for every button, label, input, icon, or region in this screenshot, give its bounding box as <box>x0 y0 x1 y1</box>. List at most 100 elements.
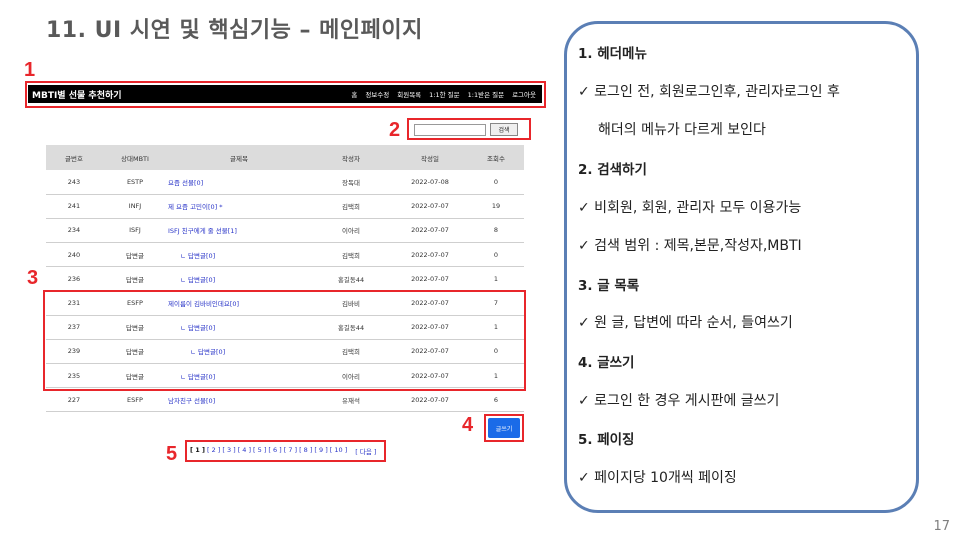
row-title: ㄴ 답변글[0] <box>168 339 310 365</box>
row-date: 2022-07-07 <box>392 218 468 244</box>
marker-3: 3 <box>27 267 39 289</box>
post-title-link[interactable]: 제 요즘 고민이[0] * <box>168 203 223 212</box>
nav-member-list[interactable]: 회원목록 <box>397 91 422 99</box>
row-number: 237 <box>46 315 102 340</box>
search-area: 검색 <box>414 123 518 136</box>
table-row: 227 ESFP 남자친구 선물[0] 유재석 2022-07-07 6 <box>46 387 524 413</box>
page-link[interactable]: [ 10 ] <box>329 446 348 454</box>
row-author: 장독대 <box>310 170 392 195</box>
row-number: 241 <box>46 194 102 219</box>
board-table: 글번호 상대MBTI 글제목 작성자 작성일 조회수 243 ESTP 요즘 선물[… <box>46 145 524 413</box>
row-mbti: ISFJ <box>102 218 168 244</box>
panel-bullet: ✓ 로그인 전, 회원로그인후, 관리자로그인 후 <box>578 83 840 100</box>
row-date: 2022-07-07 <box>392 266 468 292</box>
row-title: 제 요즘 고민이[0] * <box>168 194 310 219</box>
nav-asked-questions[interactable]: 1:1한 질문 <box>429 91 460 99</box>
row-date: 2022-07-07 <box>392 363 468 389</box>
row-date: 2022-07-07 <box>392 387 468 413</box>
panel-heading: 5. 페이징 <box>578 432 635 449</box>
row-mbti: 답변글 <box>102 242 168 268</box>
page-link[interactable]: [ 2 ] <box>207 446 221 454</box>
page-link[interactable]: [ 4 ] <box>237 446 252 454</box>
col-views: 조회수 <box>468 145 524 170</box>
row-mbti: 답변글 <box>102 315 168 340</box>
row-number: 243 <box>46 170 102 195</box>
post-title-link[interactable]: ㄴ 답변글[0] <box>180 275 216 284</box>
row-mbti: ESTP <box>102 170 168 195</box>
col-mbti: 상대MBTI <box>102 145 168 170</box>
marker-5: 5 <box>166 443 178 465</box>
post-title-link[interactable]: ㄴ 답변글[0] <box>180 251 216 260</box>
panel-bullet: ✓ 페이지당 10개씩 페이징 <box>578 469 737 486</box>
post-title-link[interactable]: ISFJ 친구에게 줄 선물[1] <box>168 227 237 236</box>
search-input[interactable] <box>414 123 486 136</box>
table-row: 235 답변글 ㄴ 답변글[0] 이아리 2022-07-07 1 <box>46 363 524 389</box>
next-page-link[interactable]: [ 다음 ] <box>355 448 377 456</box>
post-title-link[interactable]: ㄴ 답변글[0] <box>180 324 216 333</box>
nav-edit-info[interactable]: 정보수정 <box>365 91 390 99</box>
row-views: 7 <box>468 290 524 316</box>
row-title: ㄴ 답변글[0] <box>168 242 310 268</box>
row-title: ㄴ 답변글[0] <box>168 315 310 340</box>
row-number: 227 <box>46 387 102 413</box>
post-title-link[interactable]: 요즘 선물[0] <box>168 178 204 187</box>
nav-received-questions[interactable]: 1:1받은 질문 <box>467 91 505 99</box>
row-date: 2022-07-07 <box>392 290 468 316</box>
row-date: 2022-07-07 <box>392 242 468 268</box>
row-views: 1 <box>468 363 524 389</box>
site-nav: 홈 정보수정 회원목록 1:1한 질문 1:1받은 질문 로그아웃 <box>351 89 536 99</box>
page-link[interactable]: [ 5 ] <box>253 446 267 454</box>
row-views: 8 <box>468 218 524 244</box>
row-views: 19 <box>468 194 524 219</box>
col-author: 작성자 <box>310 145 392 170</box>
table-row: 243 ESTP 요즘 선물[0] 장독대 2022-07-08 0 <box>46 170 524 195</box>
post-title-link[interactable]: ㄴ 답변글[0] <box>190 348 226 357</box>
row-views: 1 <box>468 315 524 340</box>
row-author: 김택희 <box>310 194 392 219</box>
row-number: 231 <box>46 290 102 316</box>
row-title: ㄴ 답변글[0] <box>168 363 310 389</box>
nav-home[interactable]: 홈 <box>351 91 358 99</box>
page-link[interactable]: [ 1 ] <box>190 446 205 454</box>
page-link[interactable]: [ 9 ] <box>314 446 328 454</box>
board-header-row: 글번호 상대MBTI 글제목 작성자 작성일 조회수 <box>46 145 524 170</box>
row-author: 이아리 <box>310 363 392 389</box>
row-number: 234 <box>46 218 102 244</box>
col-date: 작성일 <box>392 145 468 170</box>
page-number: 17 <box>933 519 950 534</box>
page-link[interactable]: [ 6 ] <box>268 446 282 454</box>
post-title-link[interactable]: 남자친구 선물[0] <box>168 396 216 405</box>
panel-bullet: ✓ 로그인 한 경우 게시판에 글쓰기 <box>578 392 780 409</box>
nav-logout[interactable]: 로그아웃 <box>512 91 536 99</box>
post-title-link[interactable]: 제이름이 김바비인데요[0] <box>168 300 240 309</box>
page-link[interactable]: [ 3 ] <box>222 446 236 454</box>
row-author: 이아리 <box>310 218 392 244</box>
highlight-list <box>43 290 526 391</box>
row-author: 김택희 <box>310 339 392 365</box>
write-button[interactable]: 글쓰기 <box>488 418 520 438</box>
panel-heading: 2. 검색하기 <box>578 162 647 179</box>
row-date: 2022-07-08 <box>392 170 468 195</box>
board-body: 243 ESTP 요즘 선물[0] 장독대 2022-07-08 0 241 INFJ 제 요즘… <box>46 170 524 413</box>
row-number: 239 <box>46 339 102 365</box>
row-author: 김바비 <box>310 290 392 316</box>
site-logo[interactable]: MBTI별 선물 추천하기 <box>32 90 122 101</box>
page-link[interactable]: [ 8 ] <box>299 446 313 454</box>
page-link[interactable]: [ 7 ] <box>283 446 298 454</box>
row-views: 0 <box>468 242 524 268</box>
col-number: 글번호 <box>46 145 102 170</box>
row-views: 0 <box>468 339 524 365</box>
post-title-link[interactable]: ㄴ 답변글[0] <box>180 372 216 381</box>
row-mbti: 답변글 <box>102 339 168 365</box>
table-row: 236 답변글 ㄴ 답변글[0] 홍길동44 2022-07-07 1 <box>46 266 524 292</box>
row-number: 236 <box>46 266 102 292</box>
marker-2: 2 <box>389 119 401 141</box>
row-title: 요즘 선물[0] <box>168 170 310 195</box>
marker-4: 4 <box>462 414 474 436</box>
table-row: 237 답변글 ㄴ 답변글[0] 홍길동44 2022-07-07 1 <box>46 315 524 340</box>
search-button[interactable]: 검색 <box>490 123 518 136</box>
panel-bullet: ✓ 원 글, 답변에 따라 순서, 들여쓰기 <box>578 315 793 332</box>
row-date: 2022-07-07 <box>392 194 468 219</box>
feature-panel: 1. 헤더메뉴 ✓ 로그인 전, 회원로그인후, 관리자로그인 후 해더의 메뉴가 … <box>564 21 919 513</box>
marker-1: 1 <box>24 59 36 81</box>
